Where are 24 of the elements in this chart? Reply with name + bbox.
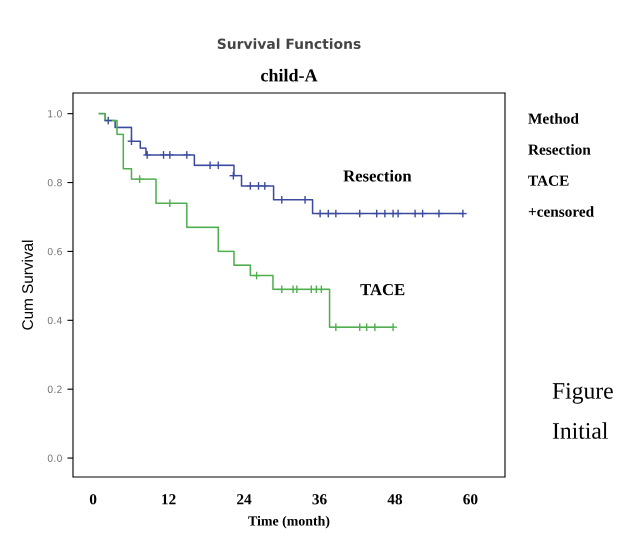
- x-tick-label: 36: [312, 494, 327, 504]
- text: Initial: [552, 422, 608, 439]
- y-axis-title: Cum Survival: [22, 240, 33, 330]
- legend-title: Method: [528, 113, 579, 124]
- y-tick-label: 0.8: [48, 179, 62, 186]
- chart-title: Survival Functions: [218, 38, 361, 50]
- series-label: Resection: [343, 170, 412, 182]
- x-tick-label: 60: [463, 494, 478, 504]
- text: +censored: [528, 206, 594, 217]
- y-tick-label: 0.2: [48, 386, 62, 394]
- x-tick-label: 48: [388, 494, 402, 504]
- y-tick-label: 0.6: [48, 248, 62, 256]
- text: TACE: [528, 176, 569, 186]
- chart-subtitle: child-A: [261, 68, 318, 82]
- x-axis-title: Time (month): [248, 516, 330, 528]
- text: Figure: [552, 382, 613, 404]
- y-tick-label: 0.4: [48, 316, 62, 324]
- x-tick-label: 12: [162, 494, 176, 504]
- x-tick-label: 0: [90, 494, 96, 504]
- series-label: TACE: [360, 284, 404, 296]
- y-tick-label: 0.0: [48, 454, 62, 462]
- y-tick-label: 1.0: [48, 110, 62, 118]
- x-tick-label: 24: [237, 494, 252, 504]
- text: Resection: [528, 144, 591, 155]
